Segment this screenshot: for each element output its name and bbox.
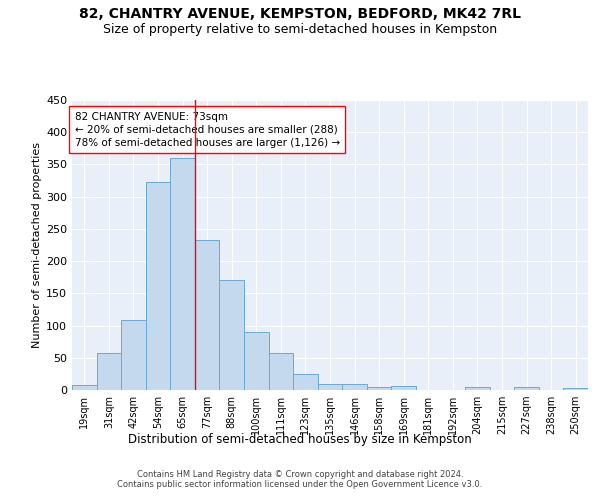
Y-axis label: Number of semi-detached properties: Number of semi-detached properties	[32, 142, 42, 348]
Text: Contains public sector information licensed under the Open Government Licence v3: Contains public sector information licen…	[118, 480, 482, 489]
Bar	[318, 384, 342, 390]
Bar	[269, 354, 293, 390]
Bar	[121, 320, 146, 390]
Text: 82, CHANTRY AVENUE, KEMPSTON, BEDFORD, MK42 7RL: 82, CHANTRY AVENUE, KEMPSTON, BEDFORD, M…	[79, 8, 521, 22]
Bar	[170, 158, 195, 390]
Bar	[342, 384, 367, 390]
Bar	[514, 388, 539, 390]
Text: Distribution of semi-detached houses by size in Kempston: Distribution of semi-detached houses by …	[128, 432, 472, 446]
Bar	[244, 332, 269, 390]
Bar	[97, 354, 121, 390]
Text: Size of property relative to semi-detached houses in Kempston: Size of property relative to semi-detach…	[103, 22, 497, 36]
Bar	[465, 387, 490, 390]
Text: Contains HM Land Registry data © Crown copyright and database right 2024.: Contains HM Land Registry data © Crown c…	[137, 470, 463, 479]
Bar	[367, 387, 391, 390]
Bar	[146, 182, 170, 390]
Text: 82 CHANTRY AVENUE: 73sqm
← 20% of semi-detached houses are smaller (288)
78% of : 82 CHANTRY AVENUE: 73sqm ← 20% of semi-d…	[74, 112, 340, 148]
Bar	[220, 280, 244, 390]
Bar	[72, 386, 97, 390]
Bar	[563, 388, 588, 390]
Bar	[391, 386, 416, 390]
Bar	[195, 240, 220, 390]
Bar	[293, 374, 318, 390]
